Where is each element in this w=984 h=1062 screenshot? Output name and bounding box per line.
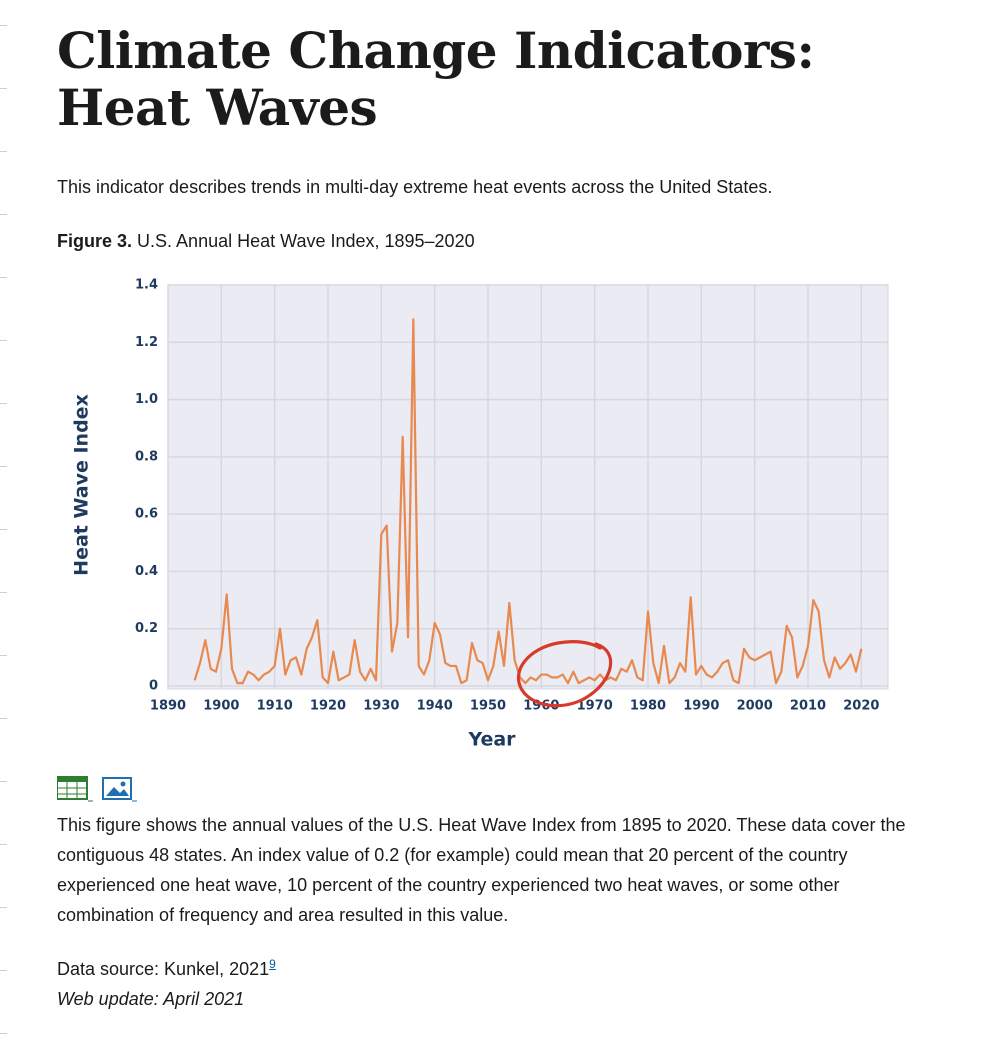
margin-dash (0, 214, 7, 215)
figure-label: Figure 3. (57, 231, 133, 251)
y-tick-label: 0.2 (135, 621, 158, 636)
x-axis-title: Year (467, 729, 516, 751)
x-tick-label: 2010 (790, 699, 826, 714)
y-tick-label: 0.6 (135, 507, 158, 522)
margin-dash (0, 907, 7, 908)
x-tick-label: 2000 (737, 699, 773, 714)
x-tick-label: 1960 (523, 699, 559, 714)
image-icon[interactable] (102, 777, 137, 802)
margin-dash (0, 592, 7, 593)
figure-description: This figure shows the annual values of t… (57, 815, 906, 925)
margin-dash (0, 1033, 7, 1034)
web-update: Web update: April 2021 (57, 989, 245, 1009)
y-tick-label: 1.4 (135, 278, 158, 293)
y-axis-title: Heat Wave Index (71, 394, 93, 576)
margin-dash (0, 403, 7, 404)
x-tick-label: 1990 (683, 699, 719, 714)
x-tick-label: 1920 (310, 699, 346, 714)
figure-caption: Figure 3. U.S. Annual Heat Wave Index, 1… (57, 231, 475, 252)
y-tick-label: 1.2 (135, 335, 158, 350)
margin-dash (0, 340, 7, 341)
intro-text: This indicator describes trends in multi… (57, 177, 773, 197)
x-tick-label: 1940 (417, 699, 453, 714)
source-text: Data source: Kunkel, 2021 (57, 959, 270, 979)
x-tick-label: 2020 (843, 699, 879, 714)
data-source: Data source: Kunkel, 20219 (57, 955, 276, 980)
y-tick-label: 1.0 (135, 392, 158, 407)
margin-dash (0, 466, 7, 467)
page-title: Climate Change Indicators: Heat Waves (57, 21, 815, 137)
margin-dash (0, 718, 7, 719)
data-line (193, 318, 863, 685)
footnote-link[interactable]: 9 (269, 957, 276, 971)
x-tick-label: 1980 (630, 699, 666, 714)
x-tick-label: 1950 (470, 699, 506, 714)
y-tick-label: 0.8 (135, 449, 158, 464)
x-tick-label: 1890 (150, 699, 186, 714)
y-tick-label: 0 (149, 679, 158, 694)
plot-area (167, 284, 889, 690)
margin-dash (0, 529, 7, 530)
margin-dash (0, 88, 7, 89)
figure-title: U.S. Annual Heat Wave Index, 1895–2020 (137, 231, 475, 251)
margin-dash (0, 970, 7, 971)
x-tick-label: 1900 (203, 699, 239, 714)
data-icon[interactable] (57, 776, 93, 802)
margin-dash (0, 277, 7, 278)
y-tick-label: 0.4 (135, 564, 158, 579)
margin-dash (0, 844, 7, 845)
margin-dash (0, 25, 7, 26)
x-tick-label: 1910 (257, 699, 293, 714)
hand-drawn-circle (516, 640, 613, 708)
chart: Heat Wave Index Year 0 0.2 0.4 0.6 0.8 1.0 1.2… (71, 278, 889, 751)
margin-dash (0, 781, 7, 782)
x-tick-label: 1970 (577, 699, 613, 714)
margin-dash (0, 151, 7, 152)
download-icons (57, 776, 137, 802)
x-tick-label: 1930 (363, 699, 399, 714)
margin-dash (0, 655, 7, 656)
